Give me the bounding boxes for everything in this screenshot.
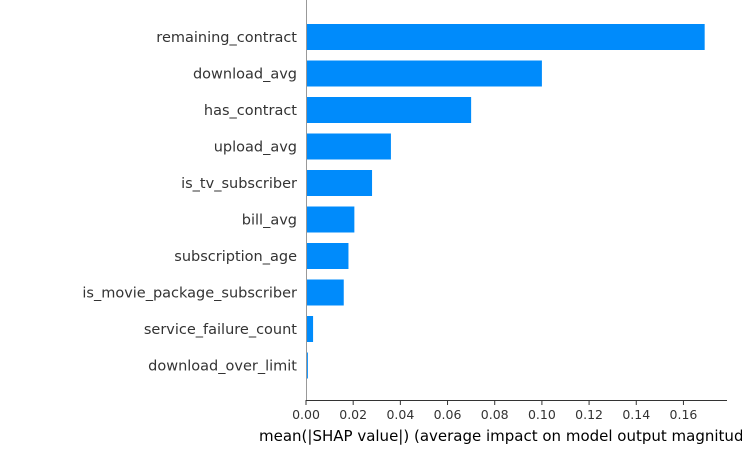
- bar-upload_avg: [306, 133, 391, 160]
- bar-service_failure_count: [306, 316, 314, 342]
- feature-label-has_contract: has_contract: [204, 103, 297, 119]
- bar-is_tv_subscriber: [306, 170, 373, 196]
- bar-download_avg: [306, 60, 542, 87]
- bar-bill_avg: [306, 206, 355, 233]
- feature-label-bill_avg: bill_avg: [242, 213, 297, 229]
- feature-labels-layer: remaining_contract download_avg has_contra…: [82, 30, 297, 375]
- x-tick-label: 0.00: [292, 407, 320, 422]
- x-ticks-layer: 0.00 0.02 0.04 0.06 0.08 0.10 0.12 0.14 0.16: [292, 400, 697, 422]
- bars-layer: [306, 24, 705, 379]
- bar-subscription_age: [306, 243, 349, 269]
- feature-label-is_movie_package_subscriber: is_movie_package_subscriber: [82, 286, 297, 302]
- feature-label-download_over_limit: download_over_limit: [148, 359, 297, 375]
- feature-label-service_failure_count: service_failure_count: [144, 322, 297, 338]
- feature-label-subscription_age: subscription_age: [174, 249, 297, 265]
- feature-label-is_tv_subscriber: is_tv_subscriber: [181, 176, 297, 192]
- x-axis-title: mean(|SHAP value|) (average impact on mo…: [259, 427, 742, 445]
- bar-remaining_contract: [306, 24, 705, 50]
- x-tick-label: 0.02: [339, 407, 367, 422]
- x-tick-label: 0.16: [670, 407, 698, 422]
- feature-label-download_avg: download_avg: [193, 67, 297, 83]
- x-tick-label: 0.08: [481, 407, 509, 422]
- bar-has_contract: [306, 97, 472, 123]
- x-tick-label: 0.14: [622, 407, 650, 422]
- x-tick-label: 0.04: [386, 407, 414, 422]
- feature-label-upload_avg: upload_avg: [214, 140, 297, 156]
- feature-label-remaining_contract: remaining_contract: [156, 30, 297, 46]
- x-tick-label: 0.06: [434, 407, 462, 422]
- x-tick-label: 0.10: [528, 407, 556, 422]
- bar-is_movie_package_subscriber: [306, 279, 344, 306]
- x-tick-label: 0.12: [575, 407, 603, 422]
